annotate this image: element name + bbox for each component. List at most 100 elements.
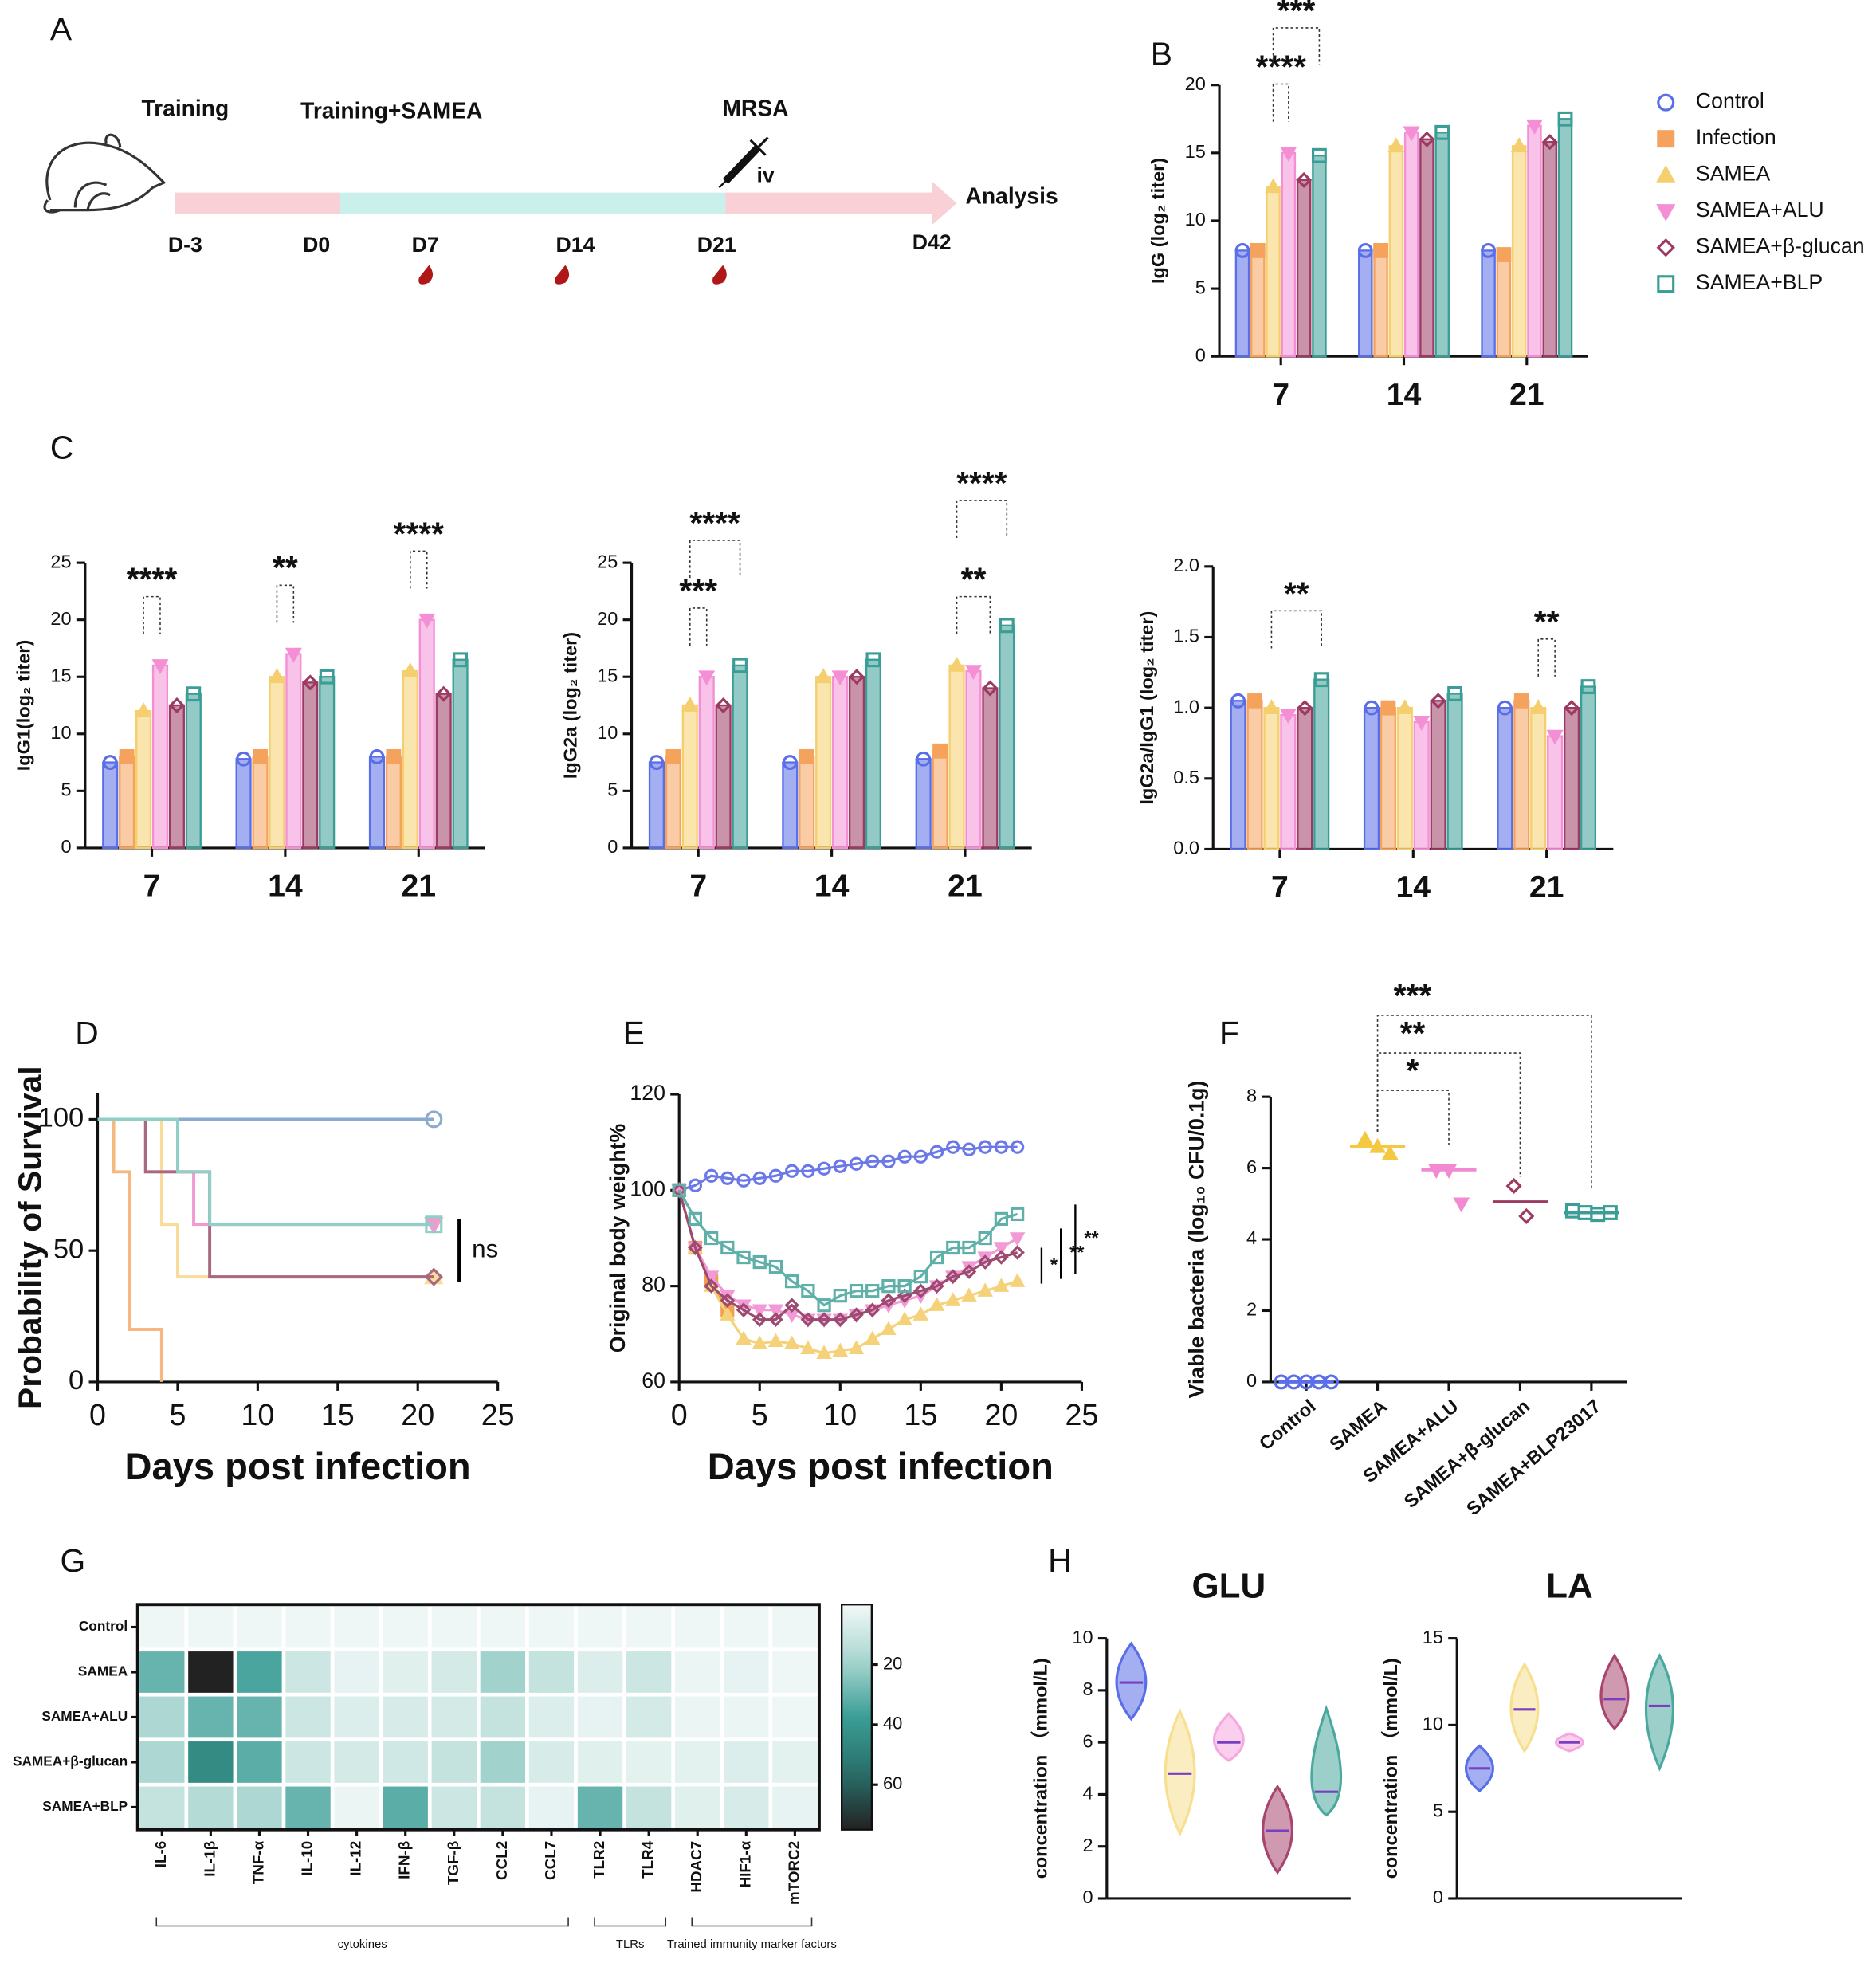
bar-marker (1387, 137, 1405, 153)
bar-marker (1312, 147, 1327, 163)
route-label: iv (756, 163, 774, 186)
survival-line (97, 1117, 434, 1279)
y-tick-label: 0.0 (1173, 838, 1199, 858)
row-label: SAMEA+BLP (42, 1798, 128, 1814)
row-label: SAMEA+β-glucan (13, 1753, 128, 1769)
point-marker (913, 1269, 928, 1284)
heatmap-cell (237, 1651, 282, 1693)
bar-marker (1496, 247, 1512, 262)
x-tick-label: 20 (401, 1398, 434, 1431)
point-marker (720, 1240, 735, 1255)
bar (1530, 706, 1547, 850)
heatmap-cell (334, 1651, 379, 1693)
point-marker (1356, 1130, 1374, 1146)
mouse-icon (43, 133, 167, 214)
y-axis-label: Viable bacteria (log₁₀ CFU/0.1g) (1184, 1081, 1208, 1399)
heatmap-cell (383, 1606, 428, 1648)
significance-bracket (1376, 1090, 1450, 1145)
y-tick-label: 0 (1246, 1370, 1257, 1391)
y-tick-label: 6 (1082, 1730, 1093, 1751)
heatmap-cell (480, 1741, 526, 1783)
x-tick-label: 7 (1272, 377, 1289, 412)
bar (1430, 700, 1446, 850)
legend-marker (1657, 130, 1675, 148)
heatmap-cell (480, 1696, 526, 1738)
heatmap-cell (188, 1606, 234, 1648)
bar-marker (1557, 111, 1573, 127)
group-label: TLRs (616, 1938, 645, 1951)
column-label: HDAC7 (688, 1841, 704, 1893)
y-tick-label: 25 (50, 551, 71, 571)
bar (681, 704, 698, 850)
bar (168, 704, 185, 850)
bar-marker (168, 697, 185, 714)
violin (1644, 1653, 1674, 1772)
x-tick-label: 7 (143, 868, 161, 903)
y-tick-label: 0 (61, 836, 71, 857)
y-tick-label: 4 (1246, 1227, 1257, 1248)
bar (932, 750, 948, 850)
significance-bracket (143, 595, 161, 634)
blood-drop (418, 265, 434, 285)
y-tick-label: 15 (597, 665, 618, 685)
point-marker (1518, 1207, 1535, 1225)
panel-label: C (50, 430, 73, 466)
heatmap-cell (237, 1786, 282, 1828)
heatmap-cell (285, 1696, 331, 1738)
heatmap-cell (772, 1741, 818, 1783)
heatmap-cell (724, 1696, 769, 1738)
x-tick-label: 0 (89, 1398, 106, 1431)
bar (1396, 706, 1413, 850)
x-tick-label: 21 (401, 868, 436, 903)
bar-marker (319, 669, 335, 685)
significance-bracket (1272, 27, 1321, 65)
significance-label: ** (1069, 1242, 1085, 1262)
bar-marker (782, 755, 798, 770)
bar-marker (1481, 242, 1497, 258)
bar-marker (1230, 693, 1246, 709)
point-marker (768, 1259, 783, 1274)
heatmap-cell (285, 1651, 331, 1693)
y-tick-label: 20 (597, 608, 618, 629)
heatmap-cell (675, 1696, 720, 1738)
end-marker (425, 1110, 443, 1129)
bar-marker (1313, 672, 1329, 688)
heatmap-cell (577, 1786, 623, 1828)
bar-marker (1297, 700, 1313, 717)
y-tick-label: 15 (1185, 141, 1206, 162)
heatmap-cell (675, 1651, 720, 1693)
bar (1563, 706, 1580, 850)
timeline-vaccination (339, 192, 726, 214)
point-marker (752, 1254, 767, 1270)
heatmap-cell (334, 1741, 379, 1783)
bar (252, 756, 269, 850)
bar (418, 618, 435, 850)
bar-marker (1234, 242, 1250, 258)
heatmap-cell (334, 1696, 379, 1738)
bar (185, 693, 202, 850)
day-label: D42 (912, 230, 952, 254)
bar-marker (151, 659, 169, 674)
heatmap-cell (626, 1696, 672, 1738)
blood-drop (555, 265, 570, 285)
x-tick-label: SAMEA+BLP23017 (1462, 1396, 1604, 1520)
panel-label: A (50, 10, 73, 47)
x-tick-label: 20 (984, 1398, 1018, 1431)
panel-label: D (75, 1015, 98, 1051)
significance-label: ** (273, 549, 298, 586)
bar-marker (865, 652, 881, 668)
significance-label: ** (1400, 1015, 1426, 1051)
x-tick-label: 5 (169, 1398, 186, 1431)
bar-marker (1513, 693, 1529, 709)
point-marker (929, 1250, 944, 1265)
bar (302, 681, 319, 850)
heatmap-cell (188, 1786, 234, 1828)
bar-marker (119, 748, 135, 764)
significance-label: * (1050, 1254, 1058, 1274)
point-marker (672, 1183, 686, 1197)
bar-marker (1265, 178, 1282, 194)
x-tick-label: SAMEA+β-glucan (1400, 1396, 1533, 1512)
legend-marker (1657, 93, 1675, 112)
panel-label: G (60, 1542, 85, 1579)
